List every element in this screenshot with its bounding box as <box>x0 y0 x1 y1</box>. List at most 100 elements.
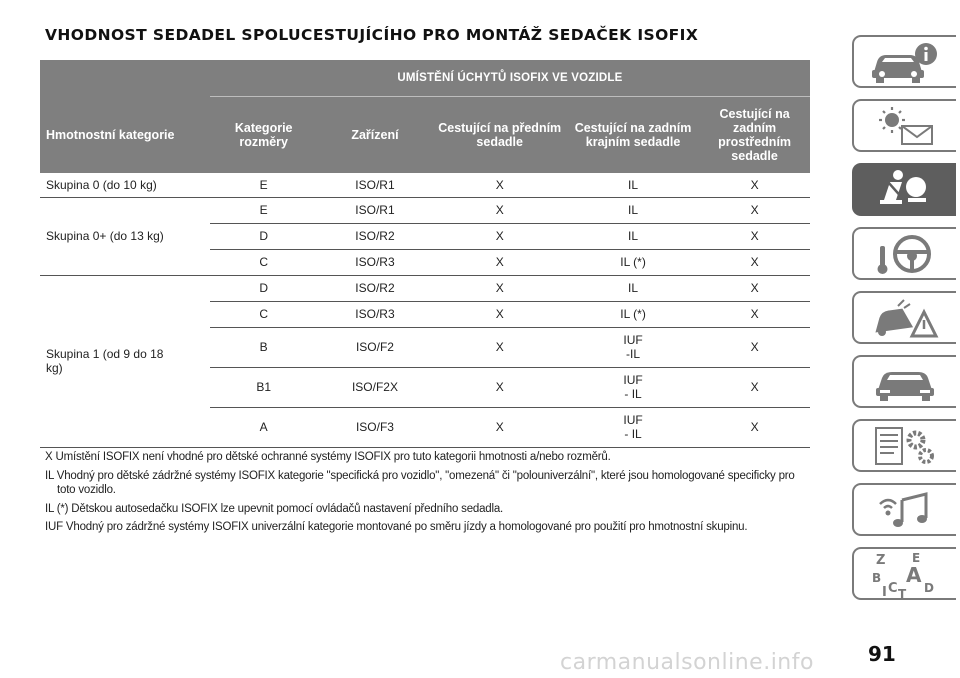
device-cell: ISO/F2 <box>317 327 433 368</box>
index-letter: C <box>888 581 898 596</box>
tab-multimedia[interactable] <box>852 483 956 536</box>
tab-index[interactable]: Z E B A C D T I <box>852 547 956 600</box>
header-spacer <box>40 60 210 97</box>
index-letter: A <box>906 563 922 587</box>
tab-emergency[interactable] <box>852 291 956 344</box>
weight-group-label: Skupina 0+ (do 13 kg) <box>40 197 210 276</box>
size-category-cell: A <box>209 407 318 448</box>
notes: X Umístění ISOFIX není vhodné pro dětské… <box>45 450 815 539</box>
rear-middle-seat-cell: X <box>699 407 810 448</box>
front-seat-cell: X <box>432 275 567 302</box>
header-front-seat: Cestující na předním sedadle <box>432 96 567 173</box>
rear-outer-seat-cell: IL <box>566 197 700 224</box>
table-row: Skupina 0 (do 10 kg) E ISO/R1 X IL X <box>40 173 810 198</box>
rear-outer-seat-cell: IL (*) <box>566 249 700 276</box>
header-device: Zařízení <box>317 96 433 173</box>
car-info-icon <box>872 42 937 83</box>
rear-middle-seat-cell: X <box>699 173 810 198</box>
index-letter: B <box>872 571 881 585</box>
table-row: C ISO/R3 X IL (*) X <box>40 301 810 328</box>
rear-outer-seat-cell: IL (*) <box>566 301 700 328</box>
device-cell: ISO/F2X <box>317 367 433 408</box>
tab-service[interactable] <box>852 355 956 408</box>
multimedia-icon <box>879 491 928 527</box>
weight-group-label: Skupina 0 (do 10 kg) <box>40 173 210 198</box>
size-category-cell: E <box>209 173 318 198</box>
weight-group-label: Skupina 1 (od 9 do 18 kg) <box>40 275 210 448</box>
tab-car-info[interactable] <box>852 35 956 88</box>
steering-key-icon <box>877 234 931 274</box>
index-letters-icon: Z E B A C D T I <box>872 551 934 598</box>
size-category-cell: E <box>209 197 318 224</box>
safety-airbag-icon <box>880 169 926 204</box>
emergency-breakdown-icon <box>875 298 939 337</box>
front-seat-cell: X <box>432 249 567 276</box>
rear-outer-seat-cell: IUF - IL <box>566 407 700 448</box>
rear-middle-seat-cell: X <box>699 301 810 328</box>
index-letter: T <box>898 587 907 598</box>
device-cell: ISO/R3 <box>317 249 433 276</box>
warning-lights-icon <box>879 106 933 145</box>
table-super-header: UMÍSTĚNÍ ÚCHYTŮ ISOFIX VE VOZIDLE <box>209 60 810 97</box>
rear-outer-seat-cell: IL <box>566 275 700 302</box>
index-letter: D <box>924 581 934 595</box>
page-number: 91 <box>868 642 896 666</box>
table-row: B1 ISO/F2X X IUF - IL X <box>40 367 810 408</box>
front-seat-cell: X <box>432 173 567 198</box>
watermark: carmanualsonline.info <box>560 650 814 675</box>
tab-warning-lights[interactable] <box>852 99 956 152</box>
size-category-cell: B <box>209 327 318 368</box>
rear-outer-seat-cell: IL <box>566 173 700 198</box>
header-rear-outer-seat: Cestující na zadním krajním sedadle <box>566 96 700 173</box>
device-cell: ISO/R1 <box>317 173 433 198</box>
rear-outer-seat-cell: IUF - IL <box>566 367 700 408</box>
table-row: B ISO/F2 X IUF -IL X <box>40 327 810 368</box>
front-seat-cell: X <box>432 407 567 448</box>
device-cell: ISO/R3 <box>317 301 433 328</box>
device-cell: ISO/R1 <box>317 197 433 224</box>
device-cell: ISO/F3 <box>317 407 433 448</box>
note-il-star: IL (*) Dětskou autosedačku ISOFIX lze up… <box>45 502 504 515</box>
table-row: A ISO/F3 X IUF - IL X <box>40 407 810 448</box>
size-category-cell: C <box>209 249 318 276</box>
table-row: Skupina 0+ (do 13 kg) E ISO/R1 X IL X <box>40 197 810 276</box>
table-row: C ISO/R3 X IL (*) X <box>40 249 810 276</box>
rear-middle-seat-cell: X <box>699 275 810 302</box>
rear-outer-seat-cell: IUF -IL <box>566 327 700 368</box>
table-body: Skupina 0 (do 10 kg) E ISO/R1 X IL X Skupina 0… <box>40 173 810 448</box>
table-row: D ISO/R2 X IL X <box>40 223 810 250</box>
header-weight-category: Hmotnostní kategorie <box>40 96 210 173</box>
page-title: VHODNOST SEDADEL SPOLUCESTUJÍCÍHO PRO MO… <box>45 26 699 44</box>
front-seat-cell: X <box>432 197 567 224</box>
table-row: Skupina 1 (od 9 do 18 kg) D ISO/R2 X IL X <box>40 275 810 448</box>
front-seat-cell: X <box>432 327 567 368</box>
tab-safety[interactable] <box>852 163 956 216</box>
front-seat-cell: X <box>432 301 567 328</box>
section-tabs: Z E B A C D T I <box>852 35 960 611</box>
rear-middle-seat-cell: X <box>699 249 810 276</box>
size-category-cell: B1 <box>209 367 318 408</box>
size-category-cell: D <box>209 275 318 302</box>
rear-middle-seat-cell: X <box>699 197 810 224</box>
index-letter: I <box>882 585 887 598</box>
index-letter: E <box>912 551 920 565</box>
size-category-cell: D <box>209 223 318 250</box>
tab-steering[interactable] <box>852 227 956 280</box>
device-cell: ISO/R2 <box>317 275 433 302</box>
rear-middle-seat-cell: X <box>699 223 810 250</box>
header-rear-middle-seat: Cestující na zadním prostředním sedadle <box>699 96 810 173</box>
device-cell: ISO/R2 <box>317 223 433 250</box>
note-iuf: IUF Vhodný pro zádržné systémy ISOFIX un… <box>45 521 748 533</box>
rear-middle-seat-cell: X <box>699 327 810 368</box>
header-size-category: Kategorie rozměry <box>209 96 318 173</box>
rear-middle-seat-cell: X <box>699 367 810 408</box>
size-category-cell: C <box>209 301 318 328</box>
index-letter: Z <box>876 553 885 568</box>
note-x: X Umístění ISOFIX není vhodné pro dětské… <box>45 451 611 463</box>
note-il: IL Vhodný pro dětské zádržné systémy ISO… <box>45 469 795 497</box>
tab-specifications[interactable] <box>852 419 956 472</box>
front-seat-cell: X <box>432 367 567 408</box>
car-service-icon <box>876 371 934 401</box>
rear-outer-seat-cell: IL <box>566 223 700 250</box>
isofix-table: UMÍSTĚNÍ ÚCHYTŮ ISOFIX VE VOZIDLE Hmotno… <box>40 60 810 448</box>
